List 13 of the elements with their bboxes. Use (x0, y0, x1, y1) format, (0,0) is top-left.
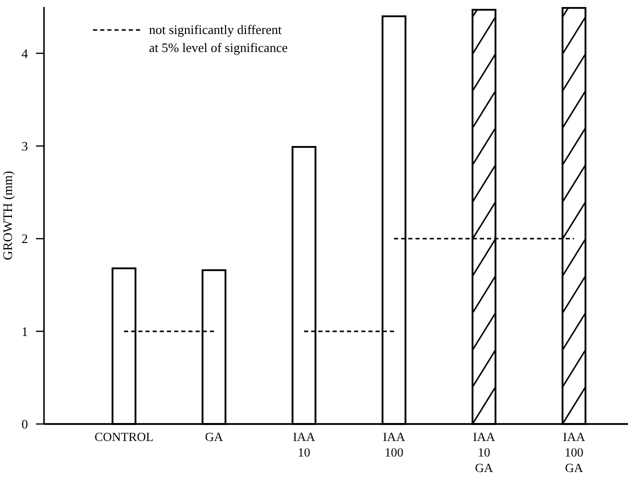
y-tick-label: 1 (22, 324, 28, 339)
y-axis-title: GROWTH (mm) (0, 170, 15, 260)
x-tick-label: CONTROL (94, 430, 154, 444)
x-tick-label: IAA 100 GA (562, 430, 586, 475)
y-tick-label: 2 (22, 231, 28, 246)
x-tick-label: GA (204, 430, 224, 444)
legend-label: not significantly different at 5% level of significance (149, 22, 288, 55)
x-tick-label: IAA 10 (292, 430, 316, 460)
x-tick-label: IAA 100 (382, 430, 406, 460)
y-tick-label: 3 (22, 138, 28, 154)
y-tick-label: 0 (22, 416, 28, 432)
y-tick-label: 4 (22, 46, 28, 61)
x-tick-label: IAA 10 GA (472, 430, 496, 475)
